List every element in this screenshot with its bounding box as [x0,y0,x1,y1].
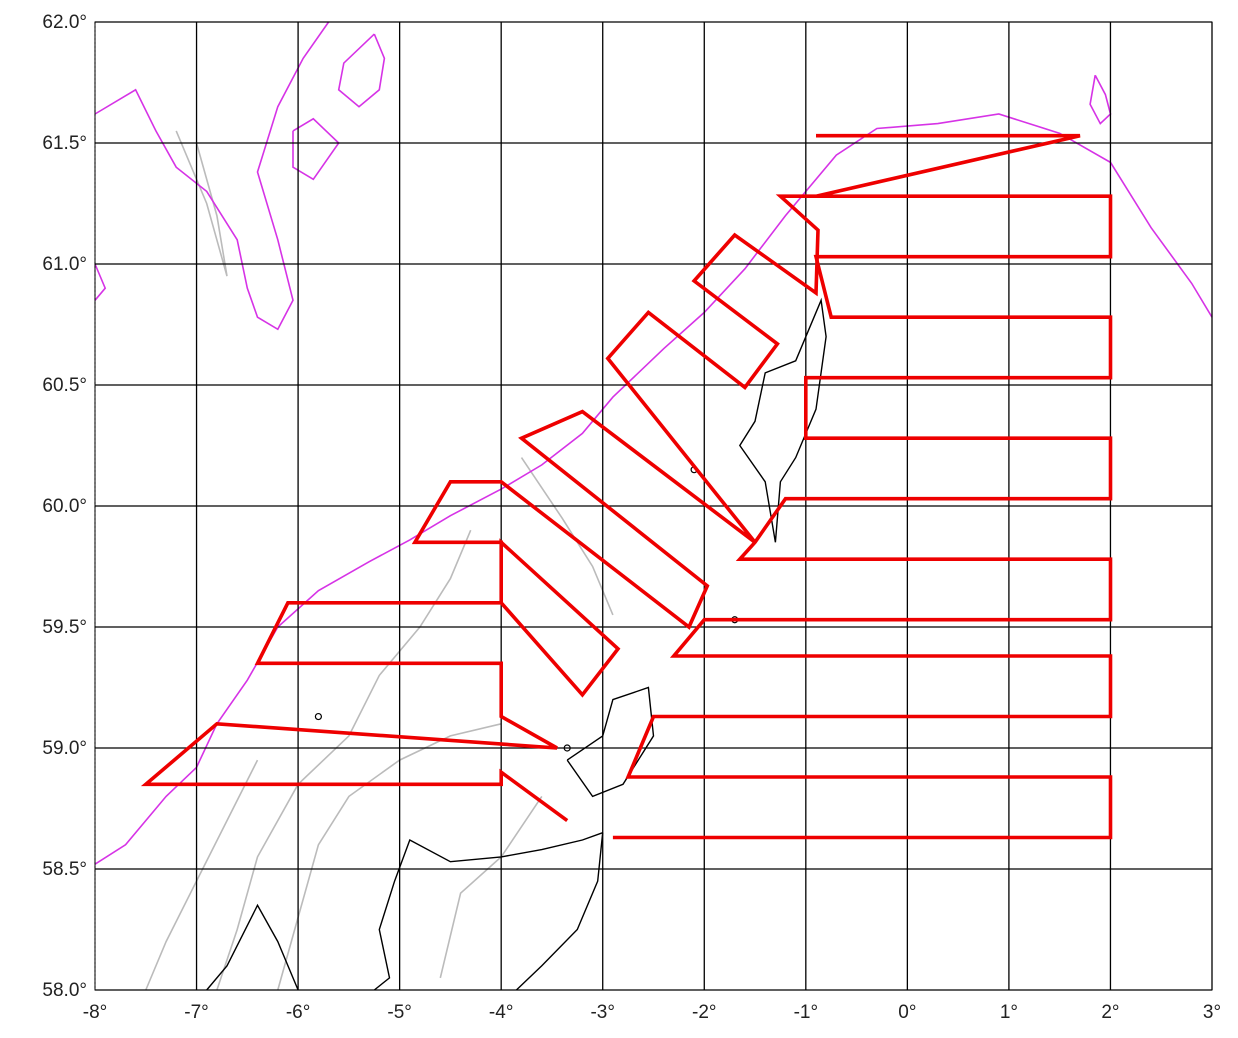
survey-track [140,133,1113,840]
y-tick-label-2: 59.0° [42,738,87,759]
x-tick-label-1: -7° [184,1002,209,1023]
x-tick-label-10: 2° [1101,1002,1119,1023]
y-tick-label-4: 60.0° [42,496,87,517]
latitude-tick-labels: 58.0° 58.5° 59.0° 59.5° 60.0° 60.5° 61.0° 61.5°… [42,12,87,1001]
coast-orkney [566,686,655,798]
island-3 [314,712,322,721]
coast-shetland [738,297,827,543]
contour-far-ne [1089,74,1112,125]
bathymetry-contour-4 [439,795,543,979]
x-tick-label-0: -8° [83,1002,108,1023]
y-tick-label-7: 61.5° [42,133,87,154]
contour-nw-loop-b [292,117,340,181]
shelf-edge-contour [94,113,1213,865]
coast-scotland [373,832,603,991]
bathymetry-contour-1 [216,529,472,991]
x-tick-label-6: -2° [692,1002,717,1023]
y-tick-label-3: 59.5° [42,617,87,638]
y-tick-label-5: 60.5° [42,375,87,396]
x-tick-label-2: -6° [286,1002,311,1023]
x-tick-label-11: 3° [1203,1002,1221,1023]
x-tick-label-4: -4° [489,1002,514,1023]
survey-track-east [612,133,1113,840]
x-tick-label-3: -5° [387,1002,412,1023]
y-tick-label-8: 62.0° [42,12,87,33]
x-tick-label-5: -3° [590,1002,615,1023]
x-tick-label-9: 1° [1000,1002,1018,1023]
contour-nw-west [94,263,107,301]
coast-nw-highlands [206,903,299,991]
coastline [206,297,827,991]
y-tick-label-0: 58.0° [42,980,87,1001]
x-tick-label-7: -1° [794,1002,819,1023]
contour-nw-loop-a [337,33,386,108]
y-tick-label-1: 58.5° [42,859,87,880]
x-tick-label-8: 0° [898,1002,916,1023]
survey-track-west [140,194,820,823]
map-frame [94,21,1213,991]
coast-east [515,832,604,991]
longitude-tick-labels: -8° -7° -6° -5° -4° -3° -2° -1° 0° 1° 2° 3° [83,1002,1221,1023]
y-tick-label-6: 61.0° [42,254,87,275]
